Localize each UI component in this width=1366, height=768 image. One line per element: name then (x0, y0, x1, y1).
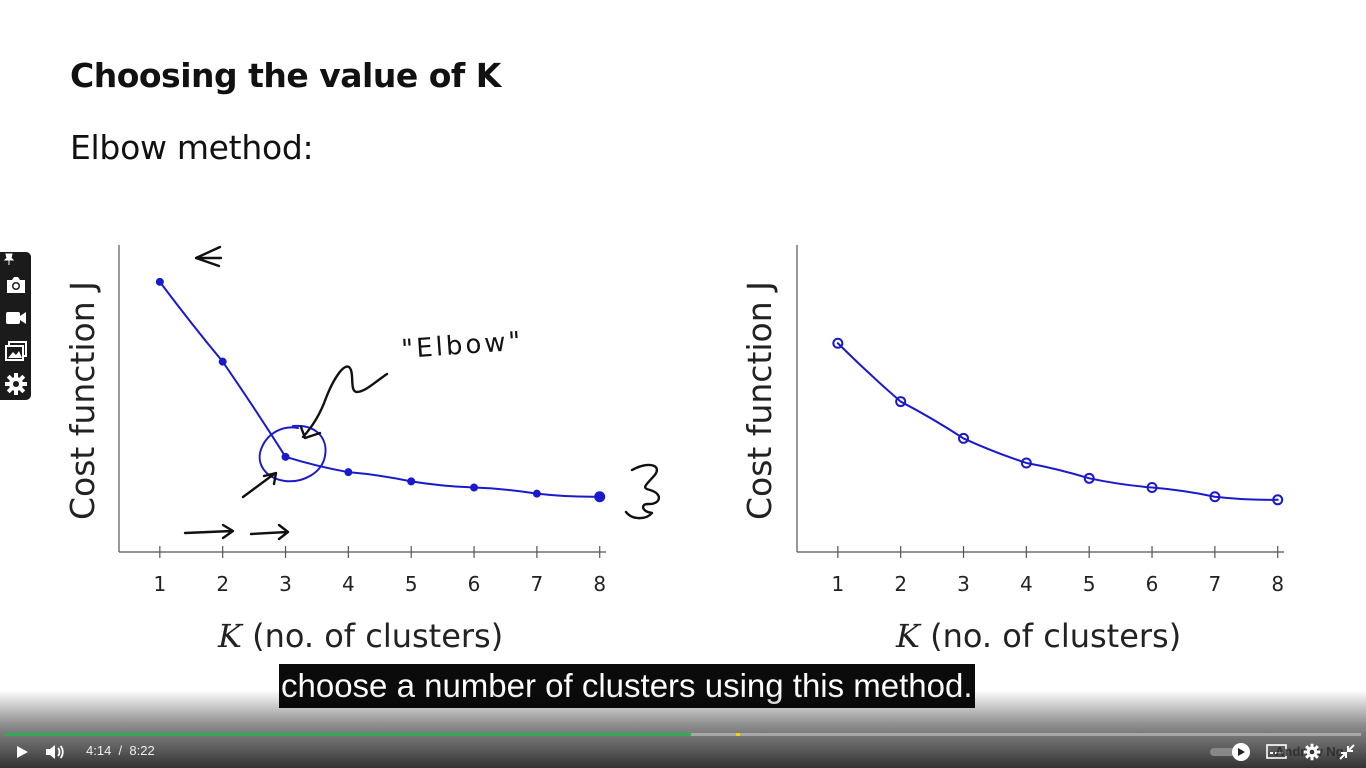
data-point (407, 477, 416, 486)
right-chart: 1 2 3 4 5 6 7 8 Cost function J K (no. of clust… (740, 245, 1284, 655)
right-data-points (832, 337, 1284, 506)
charts-canvas: 1 2 3 4 5 6 7 8 Cost function J K (no. of clust… (63, 245, 1284, 655)
left-x-ticks: 1 2 3 4 5 6 7 8 (153, 546, 606, 596)
right-x-ticks: 1 2 3 4 5 6 7 8 (831, 546, 1284, 596)
progress-bar[interactable] (5, 733, 1361, 736)
elbow-annotation: "Elbow" (400, 327, 524, 365)
data-point (1209, 491, 1221, 503)
slide-title: Choosing the value of K (70, 56, 501, 95)
left-data-points (155, 277, 606, 503)
increasing-k-arrow-1 (183, 523, 235, 540)
left-x-axis-label: K (no. of clusters) (217, 617, 503, 655)
data-point (532, 489, 541, 498)
x-tick-label: 8 (1271, 572, 1284, 596)
player-controls-background (0, 690, 1366, 768)
x-tick-label: 3 (279, 572, 292, 596)
data-point (832, 337, 844, 349)
elbow-circle (258, 424, 327, 483)
x-tick-label: 8 (593, 572, 606, 596)
x-tick-label: 5 (405, 572, 418, 596)
elbow-pointer-squiggle (301, 365, 389, 439)
gallery-icon[interactable] (4, 339, 28, 363)
x-tick-label: 6 (468, 572, 481, 596)
arrow-to-k3 (241, 471, 278, 499)
x-tick-label: 2 (216, 572, 229, 596)
left-chart: 1 2 3 4 5 6 7 8 Cost function J K (no. of clust… (63, 245, 660, 655)
settings-icon[interactable] (1303, 743, 1321, 761)
left-y-axis-label: Cost function J (63, 281, 102, 520)
exit-fullscreen-icon[interactable] (1338, 743, 1356, 761)
duration: 8:22 (129, 743, 155, 758)
camera-icon[interactable] (4, 273, 28, 297)
right-x-axis-label: K (no. of clusters) (895, 617, 1181, 655)
data-point (895, 396, 907, 408)
slide-subtitle: Elbow method: (70, 128, 314, 167)
floating-toolbar (0, 252, 31, 400)
x-tick-label: 2 (894, 572, 907, 596)
pin-icon[interactable] (2, 252, 16, 266)
right-series-line (836, 342, 1279, 501)
data-point (470, 483, 479, 492)
play-icon[interactable] (14, 744, 30, 760)
x-tick-label: 3 (957, 572, 970, 596)
data-point (1272, 494, 1284, 506)
current-time: 4:14 (86, 743, 112, 758)
progress-marker (735, 733, 740, 736)
progress-fill (5, 733, 692, 736)
left-series-line (158, 280, 601, 498)
video-icon[interactable] (4, 306, 28, 330)
gear-icon[interactable] (4, 372, 28, 396)
subtitles-icon[interactable] (1266, 744, 1288, 760)
data-point (155, 277, 164, 286)
x-tick-label: 4 (342, 572, 355, 596)
time-display: 4:14 / 8:22 (86, 743, 155, 758)
x-tick-label: 4 (1020, 572, 1033, 596)
data-point (218, 357, 227, 366)
time-separator: / (114, 743, 126, 758)
data-point (1020, 457, 1032, 469)
data-point (958, 432, 970, 444)
data-point (281, 452, 290, 461)
arrow-to-k1 (194, 245, 223, 268)
right-y-axis-label: Cost function J (740, 281, 779, 520)
x-tick-label: 6 (1146, 572, 1159, 596)
x-tick-label: 7 (531, 572, 544, 596)
data-point (594, 491, 606, 503)
x-tick-label: 5 (1083, 572, 1096, 596)
autoplay-toggle[interactable] (1210, 743, 1252, 761)
data-point (1083, 472, 1095, 484)
elbow-pointer-head (299, 425, 322, 440)
x-tick-label: 7 (1209, 572, 1222, 596)
increasing-k-arrow-2 (249, 523, 290, 541)
volume-icon[interactable] (44, 743, 66, 761)
data-point (344, 468, 353, 477)
x-tick-label: 1 (831, 572, 844, 596)
x-tick-label: 1 (153, 572, 166, 596)
data-point (1146, 482, 1158, 494)
curly-brace-mark (624, 463, 660, 520)
